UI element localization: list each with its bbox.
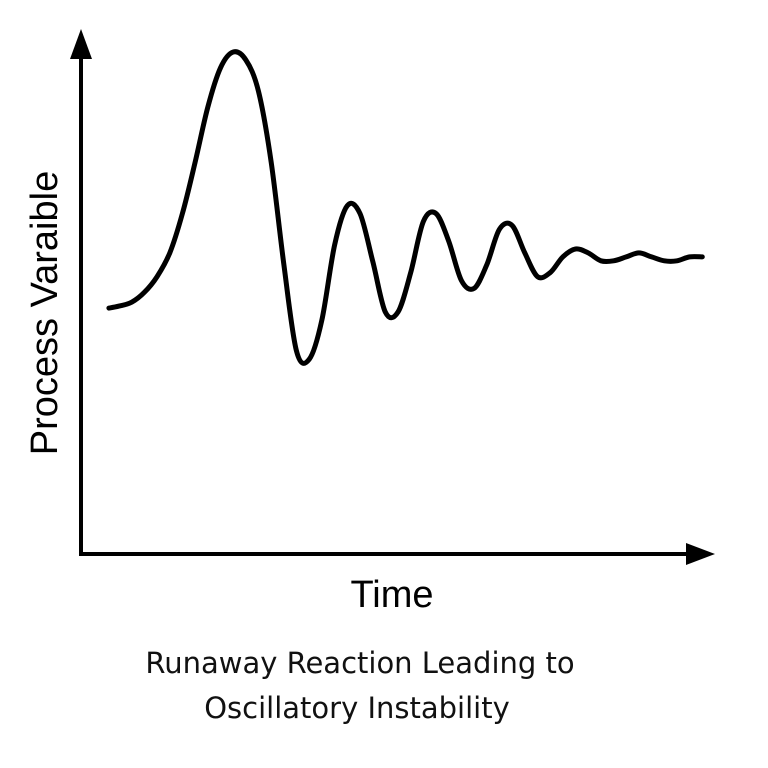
x-axis-label: Time [350, 574, 433, 616]
series-line [106, 49, 705, 366]
y-axis-label: Process Varaible [24, 171, 66, 455]
x-axis-arrow [686, 543, 715, 565]
axes [70, 29, 715, 565]
chart-title-line-2: Oscillatory Instability [204, 691, 510, 725]
chart-title-line-1: Runaway Reaction Leading to [145, 646, 574, 680]
y-axis-arrow [70, 29, 92, 59]
